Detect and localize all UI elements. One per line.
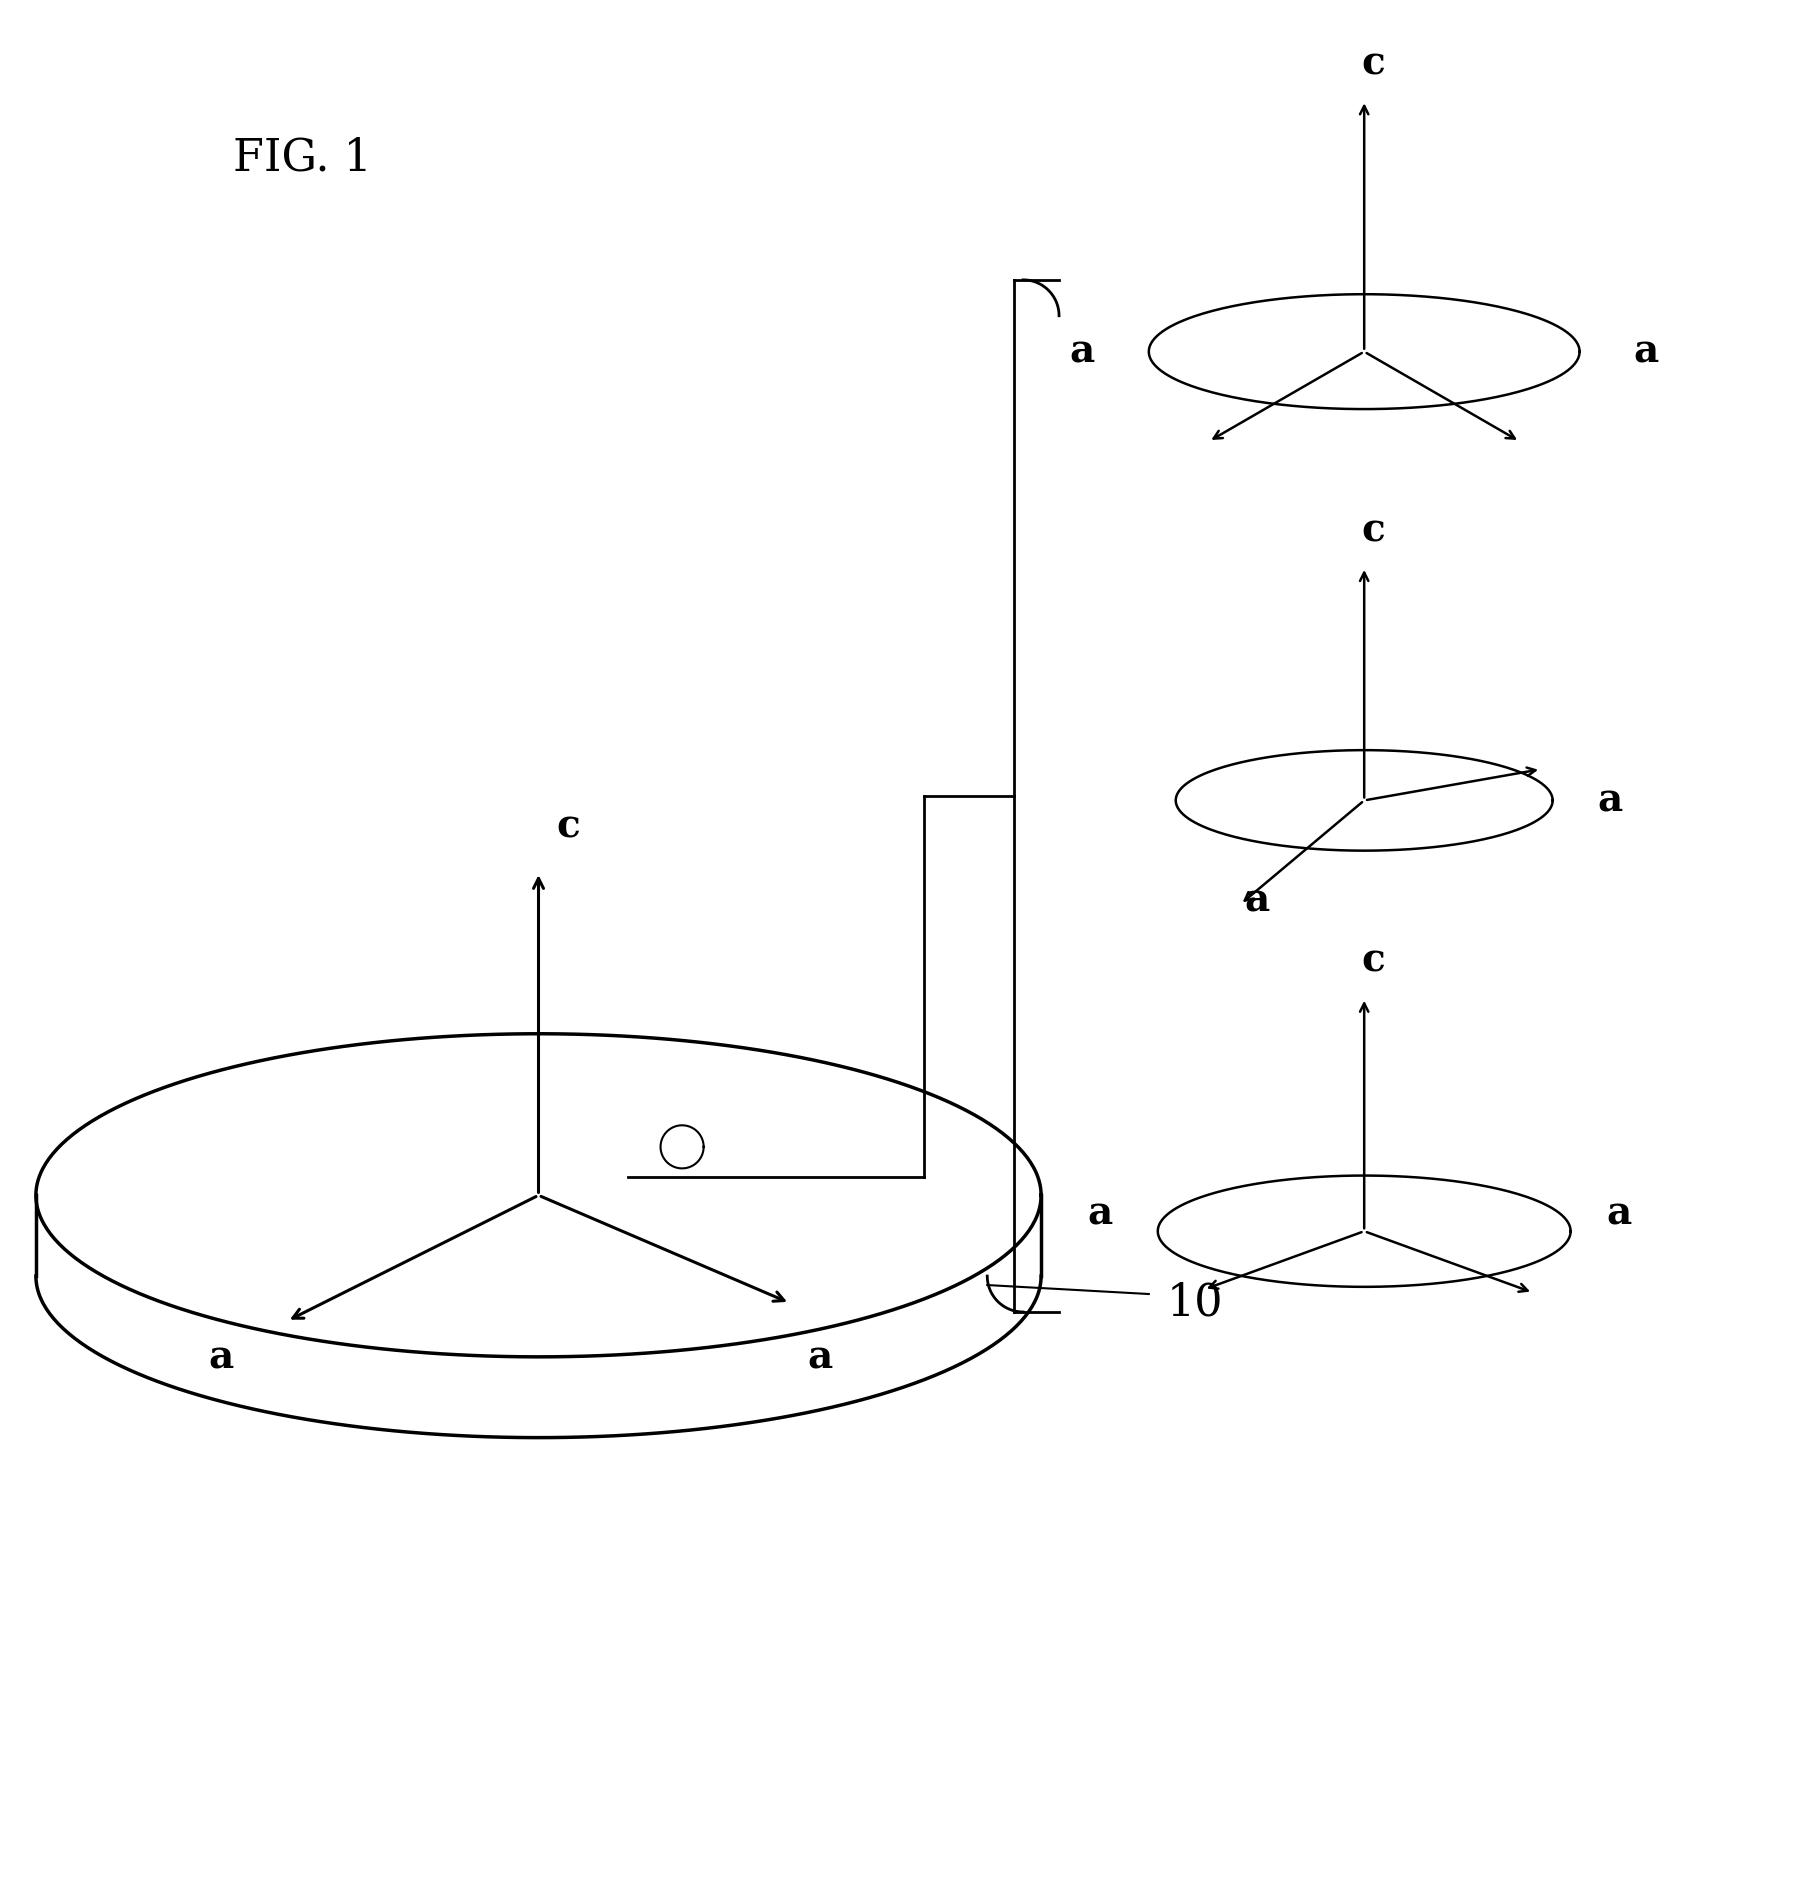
Text: c: c <box>1361 512 1386 549</box>
Text: a: a <box>1607 1195 1632 1233</box>
Text: a: a <box>1088 1195 1113 1233</box>
Text: a: a <box>808 1339 833 1376</box>
Text: c: c <box>1361 45 1386 83</box>
Text: a: a <box>1244 882 1269 919</box>
Text: a: a <box>1070 332 1095 370</box>
Text: c: c <box>1361 942 1386 980</box>
Text: a: a <box>208 1339 233 1376</box>
Text: c: c <box>556 808 580 846</box>
Text: a: a <box>1598 782 1623 819</box>
Text: FIG. 1: FIG. 1 <box>233 136 372 179</box>
Text: a: a <box>1633 332 1659 370</box>
Text: 10: 10 <box>1167 1282 1224 1325</box>
